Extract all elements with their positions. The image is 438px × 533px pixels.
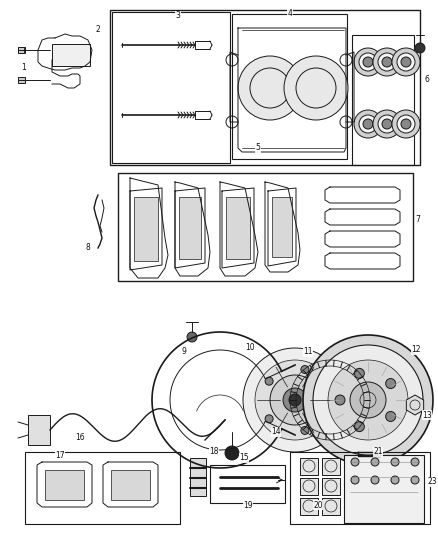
Text: 9: 9	[182, 348, 187, 357]
Text: 2: 2	[95, 26, 100, 35]
Text: 1: 1	[21, 63, 26, 72]
Bar	[300, 458, 318, 475]
Text: 19: 19	[243, 500, 253, 510]
Text: 8: 8	[85, 244, 90, 253]
Text: 7: 7	[416, 215, 420, 224]
Circle shape	[401, 119, 411, 129]
Circle shape	[354, 48, 382, 76]
Text: 18: 18	[209, 448, 219, 456]
Circle shape	[391, 458, 399, 466]
Text: 20: 20	[313, 500, 323, 510]
Bar	[322, 458, 340, 475]
Bar	[226, 197, 250, 259]
Text: 23: 23	[427, 478, 437, 487]
Circle shape	[301, 426, 309, 434]
Circle shape	[385, 411, 396, 422]
Bar	[28, 415, 50, 445]
Circle shape	[301, 366, 309, 374]
Circle shape	[350, 382, 386, 418]
Bar	[290, 452, 430, 524]
Circle shape	[371, 476, 379, 484]
Circle shape	[359, 53, 377, 71]
Bar	[322, 498, 340, 515]
Circle shape	[401, 57, 411, 67]
Circle shape	[371, 458, 379, 466]
Bar	[134, 197, 158, 261]
Bar	[210, 465, 285, 503]
Circle shape	[270, 375, 320, 425]
Circle shape	[265, 377, 273, 385]
Text: 14: 14	[271, 427, 281, 437]
Circle shape	[382, 57, 392, 67]
Circle shape	[373, 48, 401, 76]
Text: 5: 5	[255, 143, 261, 152]
Circle shape	[415, 43, 425, 53]
Bar	[179, 197, 201, 259]
Circle shape	[385, 378, 396, 389]
Bar	[322, 478, 340, 495]
Circle shape	[335, 395, 345, 405]
Text: 17: 17	[55, 451, 65, 461]
Circle shape	[255, 360, 335, 440]
Circle shape	[283, 388, 307, 412]
Circle shape	[354, 368, 364, 378]
Circle shape	[289, 394, 301, 406]
Bar	[118, 173, 413, 281]
Circle shape	[313, 345, 423, 455]
Text: 15: 15	[239, 454, 249, 463]
Bar	[272, 197, 292, 257]
Bar	[344, 455, 424, 523]
Circle shape	[411, 476, 419, 484]
Bar	[352, 35, 414, 165]
Text: 21: 21	[373, 448, 383, 456]
Bar	[18, 77, 25, 83]
Bar	[45, 470, 84, 500]
Text: 3: 3	[176, 12, 180, 20]
Text: 10: 10	[245, 343, 255, 352]
Circle shape	[323, 396, 331, 404]
Circle shape	[392, 48, 420, 76]
Circle shape	[351, 476, 359, 484]
Bar	[232, 14, 347, 159]
Circle shape	[363, 119, 373, 129]
Text: 16: 16	[75, 433, 85, 442]
Circle shape	[363, 57, 373, 67]
Circle shape	[359, 115, 377, 133]
Circle shape	[354, 110, 382, 138]
Bar	[25, 452, 180, 524]
Circle shape	[238, 56, 302, 120]
Bar	[110, 10, 420, 165]
Circle shape	[391, 476, 399, 484]
Bar	[18, 47, 25, 53]
Bar	[300, 498, 318, 515]
Circle shape	[187, 332, 197, 342]
Circle shape	[397, 53, 415, 71]
Circle shape	[351, 458, 359, 466]
Circle shape	[225, 446, 239, 460]
Bar	[190, 458, 206, 496]
Text: 4: 4	[288, 10, 293, 19]
Bar	[300, 478, 318, 495]
Circle shape	[328, 360, 408, 440]
Text: 11: 11	[303, 348, 313, 357]
Circle shape	[373, 110, 401, 138]
Circle shape	[378, 115, 396, 133]
Text: 13: 13	[422, 410, 432, 419]
Bar	[112, 12, 230, 163]
Circle shape	[378, 53, 396, 71]
Circle shape	[397, 115, 415, 133]
Bar	[52, 44, 90, 66]
Circle shape	[284, 56, 348, 120]
Bar	[111, 470, 150, 500]
Circle shape	[243, 348, 347, 452]
Circle shape	[303, 335, 433, 465]
Circle shape	[392, 110, 420, 138]
Text: 12: 12	[411, 345, 421, 354]
Text: 6: 6	[424, 76, 429, 85]
Circle shape	[354, 422, 364, 432]
Circle shape	[382, 119, 392, 129]
Circle shape	[411, 458, 419, 466]
Circle shape	[265, 415, 273, 423]
